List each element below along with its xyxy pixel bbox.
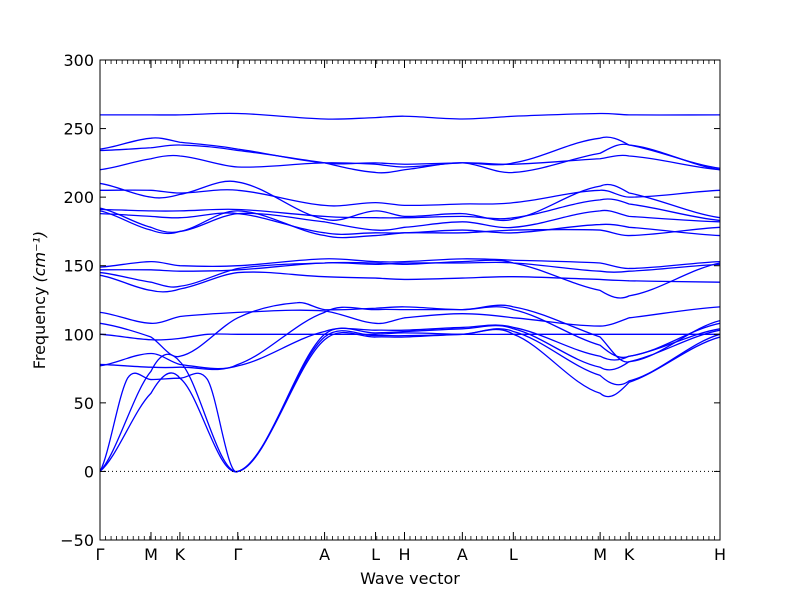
band-line-17 [100, 180, 720, 222]
band-line-4 [100, 324, 720, 370]
band-line-21 [100, 112, 720, 120]
x-tick-label: Γ [96, 545, 105, 564]
x-tick-label: A [457, 545, 468, 564]
y-tick-label: −50 [60, 531, 94, 550]
y-tick-label: 150 [63, 257, 94, 276]
y-tick-label: 200 [63, 188, 94, 207]
y-tick-label: 50 [74, 394, 94, 413]
y-axis-label: Frequency (cm⁻¹) [30, 231, 49, 369]
x-tick-label: H [398, 545, 410, 564]
band-line-6 [100, 332, 720, 341]
x-tick-label: A [319, 545, 330, 564]
x-tick-label: M [144, 545, 158, 564]
series-group [100, 112, 720, 473]
y-tick-label: 100 [63, 325, 94, 344]
x-tick-label: Γ [233, 545, 242, 564]
y-tick-label: 250 [63, 120, 94, 139]
band-line-10 [100, 261, 720, 273]
band-line-8 [100, 306, 720, 327]
band-line-16 [100, 189, 720, 207]
band-line-19 [100, 143, 720, 174]
band-line-15 [100, 198, 720, 222]
band-line-7 [100, 301, 720, 363]
band-line-11 [100, 258, 720, 270]
plot-frame [99, 59, 721, 541]
x-tick-label: M [593, 545, 607, 564]
band-line-18 [100, 154, 720, 171]
band-line-14 [100, 207, 720, 234]
band-line-20 [100, 136, 720, 169]
x-tick-label: L [509, 545, 518, 564]
y-axis-unit: (cm⁻¹) [30, 231, 49, 283]
y-axis-label-text: Frequency [30, 287, 49, 370]
band-line-22 [100, 212, 720, 237]
band-line-5 [100, 306, 720, 371]
x-tick-label: H [714, 545, 726, 564]
band-line-3 [100, 324, 720, 473]
x-minor-ticks [99, 60, 721, 540]
x-tick-label: K [175, 545, 186, 564]
x-axis-label: Wave vector [360, 569, 460, 588]
x-tick-label: K [624, 545, 635, 564]
band-line-2 [100, 328, 720, 473]
x-tick-label: L [371, 545, 380, 564]
y-tick-label: 0 [84, 462, 94, 481]
band-line-12 [100, 271, 720, 293]
y-tick-label: 300 [63, 51, 94, 70]
